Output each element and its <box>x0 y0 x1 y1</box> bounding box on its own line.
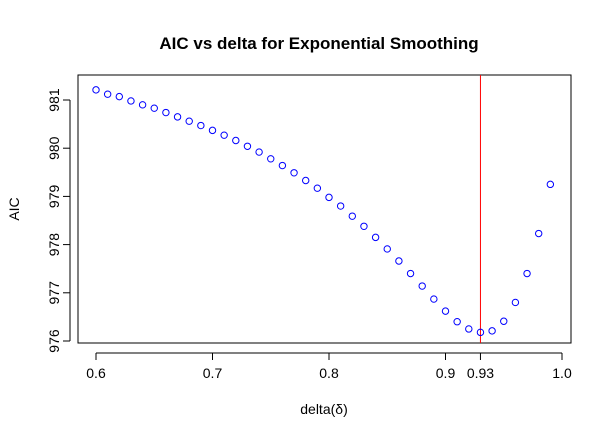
data-point <box>453 318 461 326</box>
y-axis-label: AIC <box>6 197 22 220</box>
data-point <box>395 257 403 265</box>
data-point <box>325 193 333 202</box>
data-point <box>208 126 217 135</box>
data-point <box>523 269 531 278</box>
x-tick-label: 0.8 <box>319 365 339 381</box>
data-point <box>232 136 240 145</box>
data-point <box>348 212 356 220</box>
x-tick-label: 0.93 <box>467 365 494 381</box>
data-point <box>465 325 473 333</box>
data-point <box>511 298 520 307</box>
y-tick-label: 980 <box>46 136 62 160</box>
x-tick-label: 1.0 <box>552 365 572 381</box>
data-point <box>535 229 543 238</box>
data-point <box>92 86 100 94</box>
data-point <box>546 180 555 189</box>
x-axis-label: delta(δ) <box>300 401 347 417</box>
y-tick-label: 979 <box>46 185 62 209</box>
data-point <box>302 176 310 185</box>
y-tick-label: 976 <box>46 329 62 353</box>
data-point <box>406 269 415 278</box>
data-point <box>336 202 345 210</box>
x-axis: 0.6 0.7 0.8 0.9 0.93 1.0 <box>86 352 572 381</box>
data-point <box>115 92 124 101</box>
plot-area-frame <box>77 74 572 344</box>
data-point <box>173 113 182 121</box>
y-tick-label: 981 <box>46 88 62 112</box>
data-point <box>197 121 205 130</box>
data-point <box>418 282 426 290</box>
y-tick-label: 978 <box>46 233 62 257</box>
x-tick-label: 0.7 <box>203 365 223 381</box>
chart-title: AIC vs delta for Exponential Smoothing <box>159 34 478 53</box>
data-point <box>290 169 298 177</box>
scatter-series <box>92 86 555 337</box>
y-tick-label: 977 <box>46 281 62 305</box>
data-point <box>255 148 263 156</box>
data-point <box>313 184 322 192</box>
data-point <box>243 142 252 150</box>
data-point <box>278 161 287 170</box>
x-tick-label: 0.6 <box>86 365 106 381</box>
data-point <box>162 108 170 117</box>
data-point <box>476 328 485 337</box>
x-tick-label: 0.9 <box>436 365 456 381</box>
data-point <box>185 117 193 125</box>
data-point <box>441 307 450 315</box>
data-point <box>430 295 438 303</box>
data-point <box>150 104 158 112</box>
data-point <box>103 90 112 98</box>
data-point <box>360 222 368 230</box>
data-point <box>500 317 508 325</box>
data-point <box>371 233 380 242</box>
data-point <box>267 155 275 163</box>
y-axis: 976 977 978 979 980 981 <box>46 88 71 353</box>
data-point <box>220 131 228 139</box>
data-point <box>138 101 147 109</box>
data-point <box>383 245 391 253</box>
data-point <box>488 327 496 335</box>
data-point <box>127 97 135 105</box>
